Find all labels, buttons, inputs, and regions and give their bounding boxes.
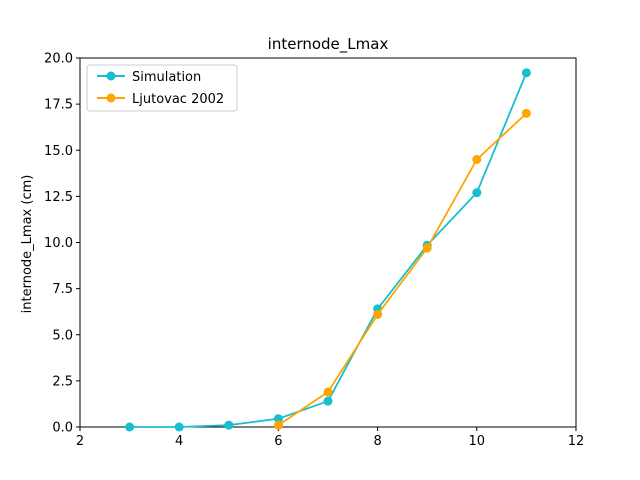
y-tick-label: 5.0 — [52, 328, 73, 343]
y-tick-label: 10.0 — [44, 236, 73, 251]
data-point-0 — [323, 396, 333, 406]
y-axis-label: internode_Lmax (cm) — [20, 175, 35, 314]
legend: Simulation Ljutovac 2002 — [86, 64, 238, 112]
y-tick-label: 15.0 — [44, 144, 73, 159]
legend-label-ljutovac: Ljutovac 2002 — [132, 92, 224, 107]
y-tick-label: 20.0 — [44, 52, 73, 67]
data-point-0 — [472, 188, 482, 198]
x-tick-label: 8 — [373, 434, 381, 449]
data-point-0 — [224, 420, 234, 430]
series-line-1 — [277, 112, 528, 426]
x-tick-label: 12 — [568, 434, 585, 449]
legend-marker-simulation — [106, 71, 116, 81]
legend-label-simulation: Simulation — [132, 70, 201, 85]
x-tick-label: 4 — [175, 434, 183, 449]
data-point-1 — [273, 420, 283, 430]
y-tick-label: 12.5 — [44, 190, 73, 205]
data-point-1 — [472, 154, 482, 164]
data-point-0 — [174, 422, 184, 432]
data-point-1 — [422, 243, 432, 253]
data-point-1 — [521, 108, 531, 118]
plot-area: 2 4 6 8 10 12 0.0 2.5 5.0 7.5 10.0 12.5 15.0 17.5 20.0 — [44, 52, 584, 450]
data-point-1 — [323, 387, 333, 397]
y-tick-label: 7.5 — [52, 282, 73, 297]
legend-marker-ljutovac — [106, 93, 116, 103]
data-point-0 — [521, 68, 531, 78]
x-tick-label: 6 — [274, 434, 282, 449]
x-tick-label: 2 — [76, 434, 84, 449]
series-layer — [125, 68, 531, 432]
y-tick-label: 0.0 — [52, 421, 73, 436]
data-point-0 — [273, 414, 283, 424]
data-point-0 — [125, 422, 135, 432]
y-tick-label: 17.5 — [44, 98, 73, 113]
y-tick-label: 2.5 — [52, 374, 73, 389]
chart-title: internode_Lmax — [268, 35, 389, 54]
x-tick-label: 10 — [469, 434, 486, 449]
data-point-1 — [373, 309, 383, 319]
